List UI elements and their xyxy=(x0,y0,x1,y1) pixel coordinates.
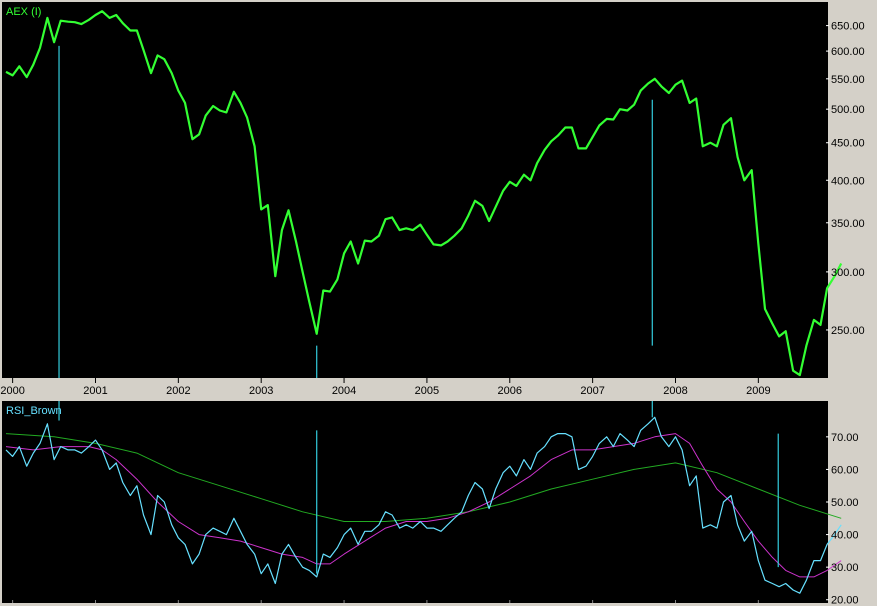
rsi-panel: RSI_Brown 20.00 30.00 40.00 50.00 60.00 70.00 xyxy=(2,401,859,606)
x-axis-tick-label: 2005 xyxy=(415,385,439,397)
x-axis-tick-label: 2004 xyxy=(332,385,356,397)
x-axis-tick-label: 2003 xyxy=(249,385,273,397)
x-axis-tick-label: 2008 xyxy=(663,385,687,397)
price-y-tick-label: 350.00 xyxy=(831,218,865,230)
rsi-y-tick-label: 20.00 xyxy=(831,595,859,606)
rsi-y-tick-label: 70.00 xyxy=(831,432,859,444)
rsi-y-tick-label: 30.00 xyxy=(831,562,859,574)
x-axis-tick-label: 2002 xyxy=(166,385,190,397)
x-axis-tick-label: 2001 xyxy=(83,385,107,397)
x-axis-tick-label: 2006 xyxy=(498,385,522,397)
rsi-plot-area xyxy=(2,401,828,603)
price-y-tick-label: 550.00 xyxy=(831,74,865,86)
price-y-tick-label: 600.00 xyxy=(831,46,865,58)
price-y-tick-label: 300.00 xyxy=(831,267,865,279)
price-panel: AEX (I) 250.00 300.00 350.00 400.00 450.00 50… xyxy=(2,2,865,378)
rsi-y-tick-label: 60.00 xyxy=(831,464,859,476)
rsi-y-tick-label: 40.00 xyxy=(831,530,859,542)
price-plot-area xyxy=(2,2,828,378)
x-axis-tick-label: 2000 xyxy=(0,385,24,397)
x-axis: 2000 2001 2002 2003 2004 2005 2006 2007 2008 2009 xyxy=(0,378,828,400)
price-y-tick-label: 500.00 xyxy=(831,104,865,116)
price-y-tick-label: 250.00 xyxy=(831,325,865,337)
x-axis-tick-label: 2007 xyxy=(580,385,604,397)
rsi-y-tick-label: 50.00 xyxy=(831,497,859,509)
price-y-tick-label: 650.00 xyxy=(831,21,865,33)
price-y-tick-label: 450.00 xyxy=(831,138,865,150)
price-panel-title: AEX (I) xyxy=(6,6,41,18)
price-y-tick-label: 400.00 xyxy=(831,175,865,187)
rsi-panel-title: RSI_Brown xyxy=(6,405,62,417)
x-axis-tick-label: 2009 xyxy=(746,385,770,397)
